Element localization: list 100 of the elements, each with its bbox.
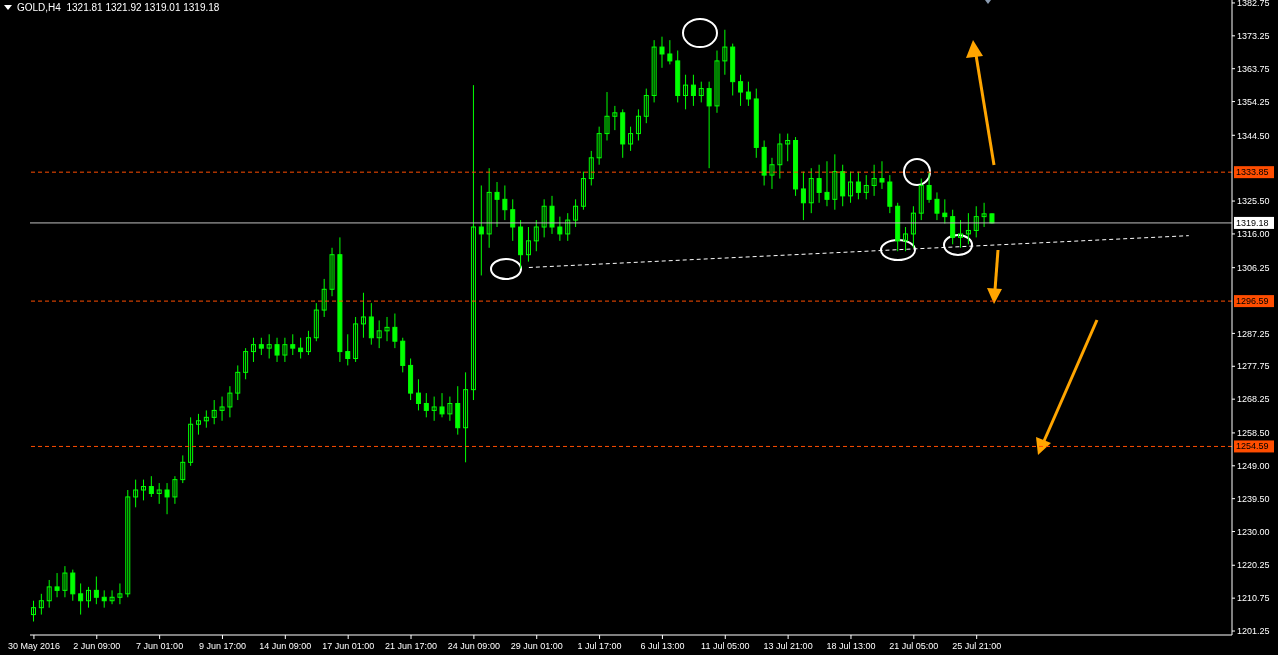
x-tick-label: 17 Jun 01:00 (322, 641, 375, 651)
candlestick (580, 171, 586, 211)
candlestick (345, 333, 351, 366)
x-tick-label: 7 Jun 01:00 (136, 641, 184, 651)
candlestick (376, 319, 382, 349)
candlestick (777, 133, 783, 180)
x-tick-label: 2 Jun 09:00 (73, 641, 121, 651)
candlestick (164, 482, 170, 515)
candlestick (31, 600, 36, 622)
candlestick (329, 247, 335, 297)
candlestick (172, 475, 178, 505)
ref-line-label: 1296.59 (1236, 296, 1269, 307)
candlestick (958, 219, 964, 249)
y-tick-label: 1373.25 (1237, 31, 1270, 42)
candlestick (180, 454, 186, 484)
candlestick (140, 479, 146, 501)
candlestick (800, 171, 806, 221)
candlestick (832, 153, 838, 211)
x-tick-label: 14 Jun 09:00 (259, 641, 312, 651)
candlestick (855, 171, 861, 200)
candlestick (879, 160, 885, 190)
candlestick (557, 216, 563, 242)
candlestick (628, 126, 634, 152)
candlestick (596, 126, 602, 166)
candlestick (525, 226, 531, 263)
ref-line-label: 1333.85 (1236, 167, 1269, 178)
candlestick (918, 178, 924, 221)
candlestick (478, 184, 484, 276)
candlestick (824, 160, 830, 207)
candlestick (706, 81, 712, 169)
candlestick (70, 569, 76, 602)
x-tick-label: 25 Jul 21:00 (952, 641, 1002, 651)
y-tick-label: 1325.50 (1237, 196, 1270, 207)
y-tick-label: 1344.50 (1237, 130, 1270, 141)
candlestick (219, 396, 225, 422)
candlestick (235, 364, 241, 401)
candlestick (848, 171, 854, 204)
candlestick (423, 392, 429, 418)
candlestick (502, 184, 508, 221)
candlestick (745, 81, 751, 107)
candlestick (903, 226, 909, 252)
candlestick (683, 74, 689, 110)
candlestick (195, 413, 201, 436)
y-tick-label: 1306.25 (1237, 262, 1270, 273)
candlestick (62, 565, 68, 598)
candlestick (46, 579, 52, 609)
candlestick (156, 482, 162, 505)
candlestick (54, 572, 60, 598)
candlestick (384, 316, 390, 342)
candlestick (981, 202, 987, 228)
y-tick-label: 1201.25 (1237, 626, 1270, 637)
candlestick (533, 219, 539, 252)
candlestick (510, 198, 516, 242)
candlestick (950, 209, 956, 245)
candlestick (588, 150, 594, 186)
candlestick (573, 198, 579, 228)
y-tick-label: 1230.00 (1237, 526, 1270, 537)
candlestick (117, 582, 123, 605)
y-tick-label: 1316.00 (1237, 229, 1270, 240)
candlestick (942, 198, 948, 225)
candlestick (133, 479, 139, 508)
y-tick-label: 1210.75 (1237, 593, 1270, 604)
candlestick (321, 278, 327, 318)
candlestick (250, 337, 256, 363)
candlestick (698, 81, 704, 103)
candlestick (808, 167, 814, 214)
candlestick (227, 385, 233, 418)
candlestick (415, 378, 421, 411)
candlestick (85, 586, 91, 609)
candlestick (305, 330, 311, 356)
candlestick (863, 174, 869, 200)
y-tick-label: 1239.50 (1237, 493, 1270, 504)
candlestick (463, 371, 469, 463)
x-tick-label: 30 May 2016 (7, 641, 60, 651)
candlestick (211, 399, 217, 425)
candlestick (714, 50, 720, 114)
candlestick (282, 337, 288, 363)
x-tick-label: 1 Jul 17:00 (577, 641, 622, 651)
candlestick (667, 39, 673, 65)
candlestick (78, 582, 84, 616)
y-tick-label: 1258.50 (1237, 428, 1270, 439)
candlestick (93, 576, 99, 605)
candlestick (431, 396, 437, 422)
y-tick-label: 1382.75 (1237, 0, 1270, 9)
candlestick (486, 167, 492, 249)
candlestick (643, 88, 649, 124)
ref-line-label: 1254.59 (1236, 441, 1269, 452)
y-tick-label: 1354.25 (1237, 96, 1270, 107)
x-tick-label: 11 Jul 05:00 (701, 641, 750, 651)
candlestick (447, 396, 453, 422)
candlestick (934, 191, 940, 221)
x-tick-label: 24 Jun 09:00 (447, 641, 500, 651)
candlestick (635, 108, 641, 141)
x-tick-label: 18 Jul 13:00 (826, 641, 876, 651)
y-tick-label: 1268.25 (1237, 394, 1270, 405)
candlestick (243, 347, 249, 380)
candlestick (109, 589, 115, 605)
candlestick (651, 39, 657, 103)
x-tick-label: 9 Jun 17:00 (198, 641, 246, 651)
candlestick (769, 157, 775, 190)
